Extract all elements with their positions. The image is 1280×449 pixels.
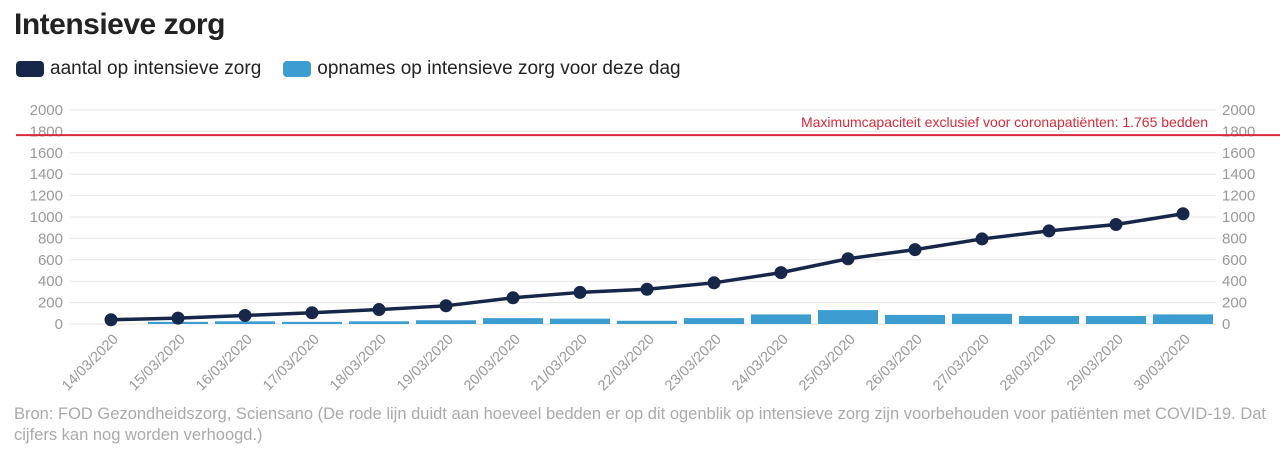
series-line [110,212,1184,322]
chart-legend: aantal op intensieve zorg opnames op int… [16,58,703,80]
line-point [908,243,922,257]
line-point [104,313,118,327]
x-tick-label: 22/03/2020 [595,332,658,395]
line-point [707,276,721,290]
line-point [1176,207,1190,221]
source-note: Bron: FOD Gezondheidszorg, Sciensano (De… [14,405,1267,444]
bar [684,318,744,324]
bar [751,314,811,324]
x-tick-label: 26/03/2020 [863,332,926,395]
bar [885,314,945,324]
x-tick-label: 28/03/2020 [997,332,1060,395]
y-tick-label-left: 200 [38,295,63,312]
y-tick-label-right: 1600 [1222,145,1255,162]
x-tick-label: 18/03/2020 [327,332,390,395]
y-tick-label-left: 400 [38,273,63,290]
line-point [774,266,788,280]
legend-swatch-line [16,61,44,77]
line-point [439,299,453,313]
line-point [640,282,654,296]
y-tick-label-right: 1400 [1222,166,1255,183]
y-tick-label-left: 0 [55,316,63,333]
bar [416,320,476,324]
line-point [1042,224,1056,238]
bar [1153,314,1213,324]
legend-label-bar: opnames op intensieve zorg voor deze dag [317,58,681,79]
legend-item-line-series[interactable]: aantal op intensieve zorg [16,58,261,80]
bar [349,321,409,324]
chart-plot: 0 0 200 200 400 400 600 600 800 800 1000 1000 1200 12… [16,102,1280,395]
bar [282,321,342,324]
line-point [975,232,989,246]
bar [1019,315,1079,324]
capacity-label: Maximumcapaciteit exclusief voor coronap… [801,114,1208,130]
bar [818,310,878,324]
x-tick-label: 21/03/2020 [528,332,591,395]
x-tick-label: 15/03/2020 [126,332,189,395]
bar [1086,315,1146,324]
y-tick-label-left: 1400 [30,166,63,183]
bar [952,313,1012,324]
legend-label-line: aantal op intensieve zorg [50,58,262,79]
bar [483,318,543,324]
y-tick-label-left: 600 [38,252,63,269]
chart-title: Intensieve zorg [14,8,225,41]
legend-item-bar-series[interactable]: opnames op intensieve zorg voor deze dag [283,58,681,80]
bar [215,321,275,324]
x-tick-label: 27/03/2020 [930,332,993,395]
y-tick-label-left: 1000 [30,209,63,226]
line-point [506,291,520,305]
bar [550,318,610,324]
y-tick-label-right: 400 [1222,273,1247,290]
x-tick-label: 24/03/2020 [729,332,792,395]
x-tick-label: 19/03/2020 [394,332,457,395]
y-tick-label-right: 1800 [1222,123,1255,140]
y-tick-label-left: 800 [38,230,63,247]
y-tick-label-left: 1200 [30,188,63,205]
x-tick-label: 25/03/2020 [796,332,859,395]
y-tick-label-right: 600 [1222,252,1247,269]
line-point [841,252,855,266]
y-tick-label-right: 0 [1222,316,1230,333]
line-point [238,308,252,322]
line-point [1109,217,1123,231]
x-tick-label: 16/03/2020 [193,332,256,395]
bar [617,320,677,324]
line-point [305,306,319,320]
y-tick-label-right: 800 [1222,230,1247,247]
y-tick-label-right: 1000 [1222,209,1255,226]
y-tick-label-left: 1800 [30,123,63,140]
x-tick-label: 17/03/2020 [260,332,323,395]
line-point [573,285,587,299]
y-tick-label-left: 1600 [30,145,63,162]
y-tick-label-right: 2000 [1222,102,1255,119]
line-point [372,303,386,317]
legend-swatch-bar [283,61,312,77]
y-tick-label-left: 2000 [30,102,63,119]
y-tick-label-right: 1200 [1222,188,1255,205]
line-point [171,311,185,325]
x-tick-label: 14/03/2020 [59,332,122,395]
y-tick-label-right: 200 [1222,295,1247,312]
x-tick-label: 20/03/2020 [461,332,524,395]
x-tick-label: 23/03/2020 [662,332,725,395]
x-tick-label: 30/03/2020 [1131,332,1194,395]
x-tick-label: 29/03/2020 [1064,332,1127,395]
